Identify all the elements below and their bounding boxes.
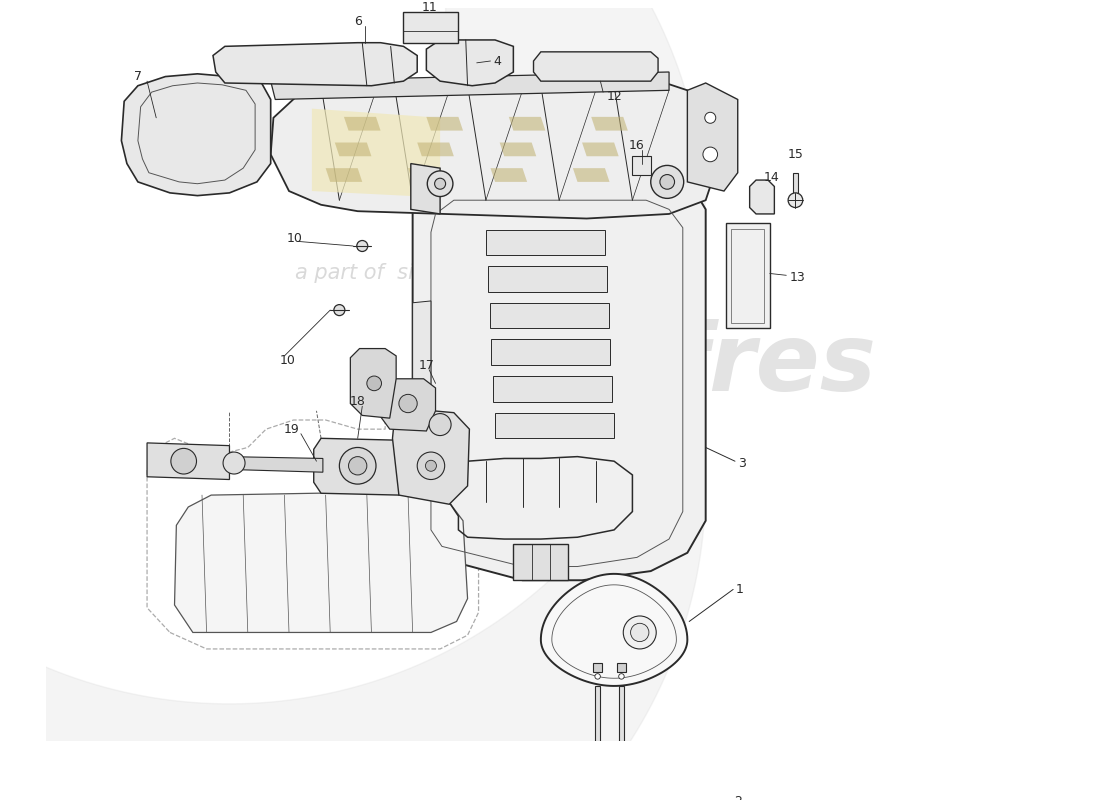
Polygon shape — [499, 142, 537, 156]
Text: 3: 3 — [738, 457, 746, 470]
Polygon shape — [486, 230, 605, 255]
Circle shape — [426, 460, 437, 471]
Circle shape — [223, 452, 245, 474]
Text: 10: 10 — [286, 232, 302, 245]
Polygon shape — [617, 662, 626, 672]
Text: 6: 6 — [354, 15, 362, 28]
Polygon shape — [417, 142, 454, 156]
Polygon shape — [487, 266, 607, 292]
Polygon shape — [618, 686, 624, 745]
Polygon shape — [412, 301, 431, 422]
Text: 7: 7 — [134, 70, 142, 83]
Polygon shape — [412, 168, 706, 580]
Polygon shape — [351, 349, 396, 418]
Text: a part of  since 1985: a part of since 1985 — [296, 263, 512, 283]
Polygon shape — [326, 168, 362, 182]
Circle shape — [630, 623, 649, 642]
Text: 14: 14 — [763, 171, 779, 184]
Polygon shape — [344, 117, 381, 130]
Polygon shape — [427, 40, 514, 86]
Circle shape — [170, 448, 197, 474]
Circle shape — [788, 193, 803, 207]
Circle shape — [651, 166, 684, 198]
Polygon shape — [492, 339, 610, 365]
Polygon shape — [404, 13, 459, 42]
Text: eurofres: eurofres — [426, 319, 877, 411]
Text: 13: 13 — [790, 270, 805, 284]
Text: 18: 18 — [350, 395, 365, 408]
Polygon shape — [749, 180, 774, 214]
Polygon shape — [147, 443, 230, 479]
Text: 16: 16 — [628, 138, 643, 152]
Polygon shape — [595, 686, 601, 745]
Circle shape — [349, 457, 366, 475]
Polygon shape — [534, 52, 658, 81]
Polygon shape — [541, 574, 688, 686]
Polygon shape — [509, 117, 546, 130]
Circle shape — [340, 447, 376, 484]
Polygon shape — [593, 662, 602, 672]
Polygon shape — [582, 142, 618, 156]
Polygon shape — [632, 156, 651, 174]
Polygon shape — [312, 109, 440, 198]
Polygon shape — [271, 72, 669, 99]
Circle shape — [427, 171, 453, 197]
Text: 10: 10 — [279, 354, 296, 367]
Text: 1: 1 — [736, 583, 744, 596]
Circle shape — [366, 376, 382, 390]
Polygon shape — [493, 376, 613, 402]
Polygon shape — [573, 168, 609, 182]
Text: 12: 12 — [607, 90, 623, 103]
Circle shape — [618, 674, 624, 679]
Polygon shape — [230, 457, 323, 472]
Circle shape — [624, 616, 657, 649]
Text: 17: 17 — [418, 358, 434, 371]
Polygon shape — [591, 117, 628, 130]
Polygon shape — [514, 544, 569, 580]
Polygon shape — [726, 223, 770, 329]
Circle shape — [334, 305, 345, 315]
Text: 2: 2 — [734, 795, 741, 800]
Polygon shape — [175, 491, 468, 633]
Text: 15: 15 — [788, 148, 803, 161]
Polygon shape — [271, 81, 715, 218]
Polygon shape — [793, 173, 799, 193]
Text: 4: 4 — [493, 54, 502, 67]
Circle shape — [356, 241, 367, 251]
Circle shape — [429, 414, 451, 435]
Polygon shape — [490, 302, 608, 329]
Circle shape — [705, 112, 716, 123]
Polygon shape — [379, 378, 436, 431]
Text: 19: 19 — [284, 422, 299, 436]
Polygon shape — [495, 413, 614, 438]
Polygon shape — [410, 163, 440, 214]
Polygon shape — [408, 168, 444, 182]
Polygon shape — [121, 74, 271, 196]
Polygon shape — [393, 409, 470, 504]
Polygon shape — [688, 83, 738, 191]
Circle shape — [434, 178, 446, 190]
Polygon shape — [334, 142, 372, 156]
Polygon shape — [314, 438, 404, 495]
Circle shape — [399, 394, 417, 413]
Circle shape — [703, 147, 717, 162]
Polygon shape — [491, 168, 527, 182]
Text: 11: 11 — [421, 2, 437, 14]
Circle shape — [595, 674, 601, 679]
Circle shape — [660, 174, 674, 190]
Polygon shape — [213, 42, 417, 86]
Polygon shape — [427, 117, 463, 130]
Circle shape — [417, 452, 444, 479]
